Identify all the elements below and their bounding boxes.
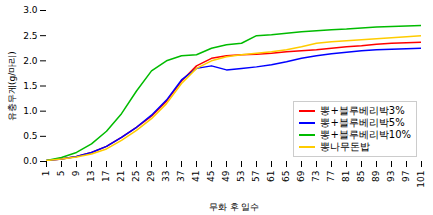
html-text:뽕+블루베리박10%: 뽕+블루베리박10% [320, 129, 411, 140]
svg-text:0.0: 0.0 [23, 156, 38, 166]
svg-text:9: 9 [71, 170, 81, 176]
svg-text:유충무게(g/마리): 유충무게(g/마리) [7, 51, 17, 121]
svg-text:1.0: 1.0 [23, 106, 38, 116]
svg-text:2.5: 2.5 [23, 31, 37, 41]
svg-text:101: 101 [416, 171, 426, 188]
html-text:뽕+블루베리박3%: 뽕+블루베리박3% [320, 105, 405, 116]
svg-text:1.5: 1.5 [23, 81, 37, 91]
svg-text:41: 41 [191, 171, 201, 182]
svg-text:17: 17 [101, 171, 111, 182]
svg-text:57: 57 [251, 171, 261, 182]
svg-text:1: 1 [41, 171, 51, 177]
svg-text:65: 65 [281, 171, 291, 182]
svg-text:97: 97 [401, 171, 411, 182]
html-text:뽕+블루베리박5%: 뽕+블루베리박5% [320, 117, 405, 128]
svg-text:5: 5 [56, 171, 66, 177]
svg-text:45: 45 [206, 171, 216, 182]
svg-text:0.5: 0.5 [23, 131, 37, 141]
svg-text:25: 25 [131, 171, 141, 182]
svg-text:73: 73 [311, 171, 321, 182]
html-text:뽕나무돈밥: 뽕나무돈밥 [320, 141, 371, 152]
svg-text:무화 후 일수: 무화 후 일수 [209, 202, 260, 212]
svg-text:33: 33 [161, 171, 171, 182]
svg-text:85: 85 [356, 171, 366, 182]
svg-text:81: 81 [341, 171, 351, 182]
svg-text:2.0: 2.0 [23, 56, 38, 66]
svg-text:93: 93 [386, 171, 396, 182]
svg-text:69: 69 [296, 170, 306, 182]
svg-text:89: 89 [371, 170, 381, 182]
svg-text:13: 13 [86, 171, 96, 182]
svg-text:21: 21 [116, 171, 126, 182]
svg-text:61: 61 [266, 171, 276, 182]
svg-text:53: 53 [236, 171, 246, 182]
svg-text:77: 77 [326, 171, 336, 182]
svg-text:37: 37 [176, 171, 186, 182]
svg-text:49: 49 [221, 170, 231, 182]
svg-text:29: 29 [146, 170, 156, 182]
svg-text:3.0: 3.0 [23, 5, 38, 15]
